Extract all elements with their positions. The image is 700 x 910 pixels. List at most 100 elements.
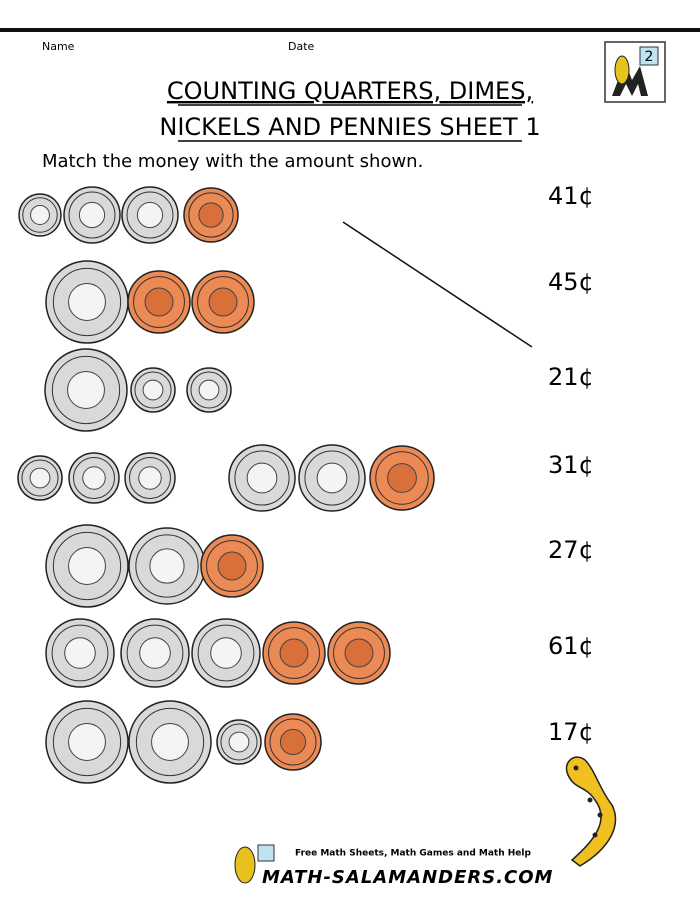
salamander-spot [597, 812, 603, 818]
top-rule [0, 28, 700, 32]
penny [264, 713, 322, 771]
coin-rim [52, 707, 122, 777]
dime [130, 367, 176, 413]
coin-design [67, 371, 105, 409]
logo-letter [612, 62, 648, 96]
penny [262, 621, 326, 685]
dime [216, 719, 262, 765]
quarter [45, 700, 129, 784]
nickel [191, 618, 261, 688]
coin-design [136, 201, 164, 229]
logo: 2 [604, 41, 666, 103]
coin-rim [220, 723, 258, 761]
coin-rim [304, 450, 360, 506]
coin-rim [333, 627, 385, 679]
coin-rim [129, 457, 171, 499]
coin-rim [51, 624, 109, 682]
footer-badge [257, 844, 275, 862]
amount-label: 61¢ [548, 632, 594, 660]
coin-rim [126, 191, 174, 239]
coin-design [208, 287, 238, 317]
coin-rim [134, 371, 172, 409]
coin-rim [52, 267, 122, 337]
nickel [298, 444, 366, 512]
nickel [128, 527, 206, 605]
nickel [121, 186, 179, 244]
coin-design [68, 723, 106, 761]
coin-rim [206, 540, 258, 592]
coin-design [344, 638, 374, 668]
coin-design [30, 205, 50, 225]
nickel [63, 186, 121, 244]
title-line: COUNTING QUARTERS, DIMES, [167, 77, 533, 105]
quarter [45, 524, 129, 608]
footer-tagline: Free Math Sheets, Math Games and Math He… [295, 849, 531, 859]
coin-design [210, 637, 242, 669]
coin-rim [135, 707, 205, 777]
coin-rim [133, 276, 185, 328]
coin-rim [52, 531, 122, 601]
coin-design [142, 379, 164, 401]
coin-rim [234, 450, 290, 506]
penny [327, 621, 391, 685]
amount-label: 17¢ [548, 718, 594, 746]
dime [124, 452, 176, 504]
coin-rim [51, 355, 121, 425]
coin-rim [21, 459, 59, 497]
coin-rim [190, 371, 228, 409]
salamander-spot [573, 765, 579, 771]
coin-design [68, 547, 106, 585]
coin-design [29, 467, 51, 489]
coin-rim [197, 276, 249, 328]
coin-design [246, 462, 278, 494]
salamander-spot [592, 832, 598, 838]
coin-design [217, 551, 247, 581]
coin-design [279, 638, 309, 668]
coin-design [138, 466, 162, 490]
amount-label: 31¢ [548, 451, 594, 479]
coin-rows [17, 186, 435, 784]
coin-rim [135, 534, 199, 598]
nickel [120, 618, 190, 688]
logo-badge [639, 46, 659, 66]
dime [186, 367, 232, 413]
name-label: Name [42, 40, 75, 53]
coin-design [64, 637, 96, 669]
dime [18, 193, 62, 237]
amount-label: 21¢ [548, 363, 594, 391]
coin-rim [126, 624, 184, 682]
coin-design [198, 202, 224, 228]
penny [369, 445, 435, 511]
coin-design [279, 728, 307, 756]
footer-site: MATH-SALAMANDERS.COM [262, 867, 553, 888]
logo-grade: 2 [645, 49, 654, 65]
amount-label: 45¢ [548, 268, 594, 296]
salamander-spot [587, 797, 593, 803]
penny [191, 270, 255, 334]
salamander-body [565, 756, 617, 867]
coin-rim [268, 627, 320, 679]
quarter [45, 260, 129, 344]
footer-logo: Free Math Sheets, Math Games and Math He… [234, 844, 553, 888]
amount-label: 27¢ [548, 536, 594, 564]
coin-rim [197, 624, 255, 682]
quarter [128, 700, 212, 784]
title-line: NICKELS AND PENNIES SHEET 1 [159, 113, 540, 141]
salamander [565, 756, 617, 867]
coin-rim [73, 457, 115, 499]
coin-rim [188, 192, 234, 238]
coin-design [82, 466, 106, 490]
coin-design [68, 283, 106, 321]
instruction: Match the money with the amount shown. [42, 151, 423, 172]
dime [68, 452, 120, 504]
coin-design [228, 731, 250, 753]
coin-design [149, 548, 185, 584]
dime [17, 455, 63, 501]
quarter [44, 348, 128, 432]
coin-design [198, 379, 220, 401]
amount-list: 41¢ 45¢ 21¢ 31¢ 27¢ 61¢ 17¢ [548, 182, 594, 746]
penny [200, 534, 264, 598]
coin-design [151, 723, 189, 761]
footer-salamander [234, 846, 256, 884]
